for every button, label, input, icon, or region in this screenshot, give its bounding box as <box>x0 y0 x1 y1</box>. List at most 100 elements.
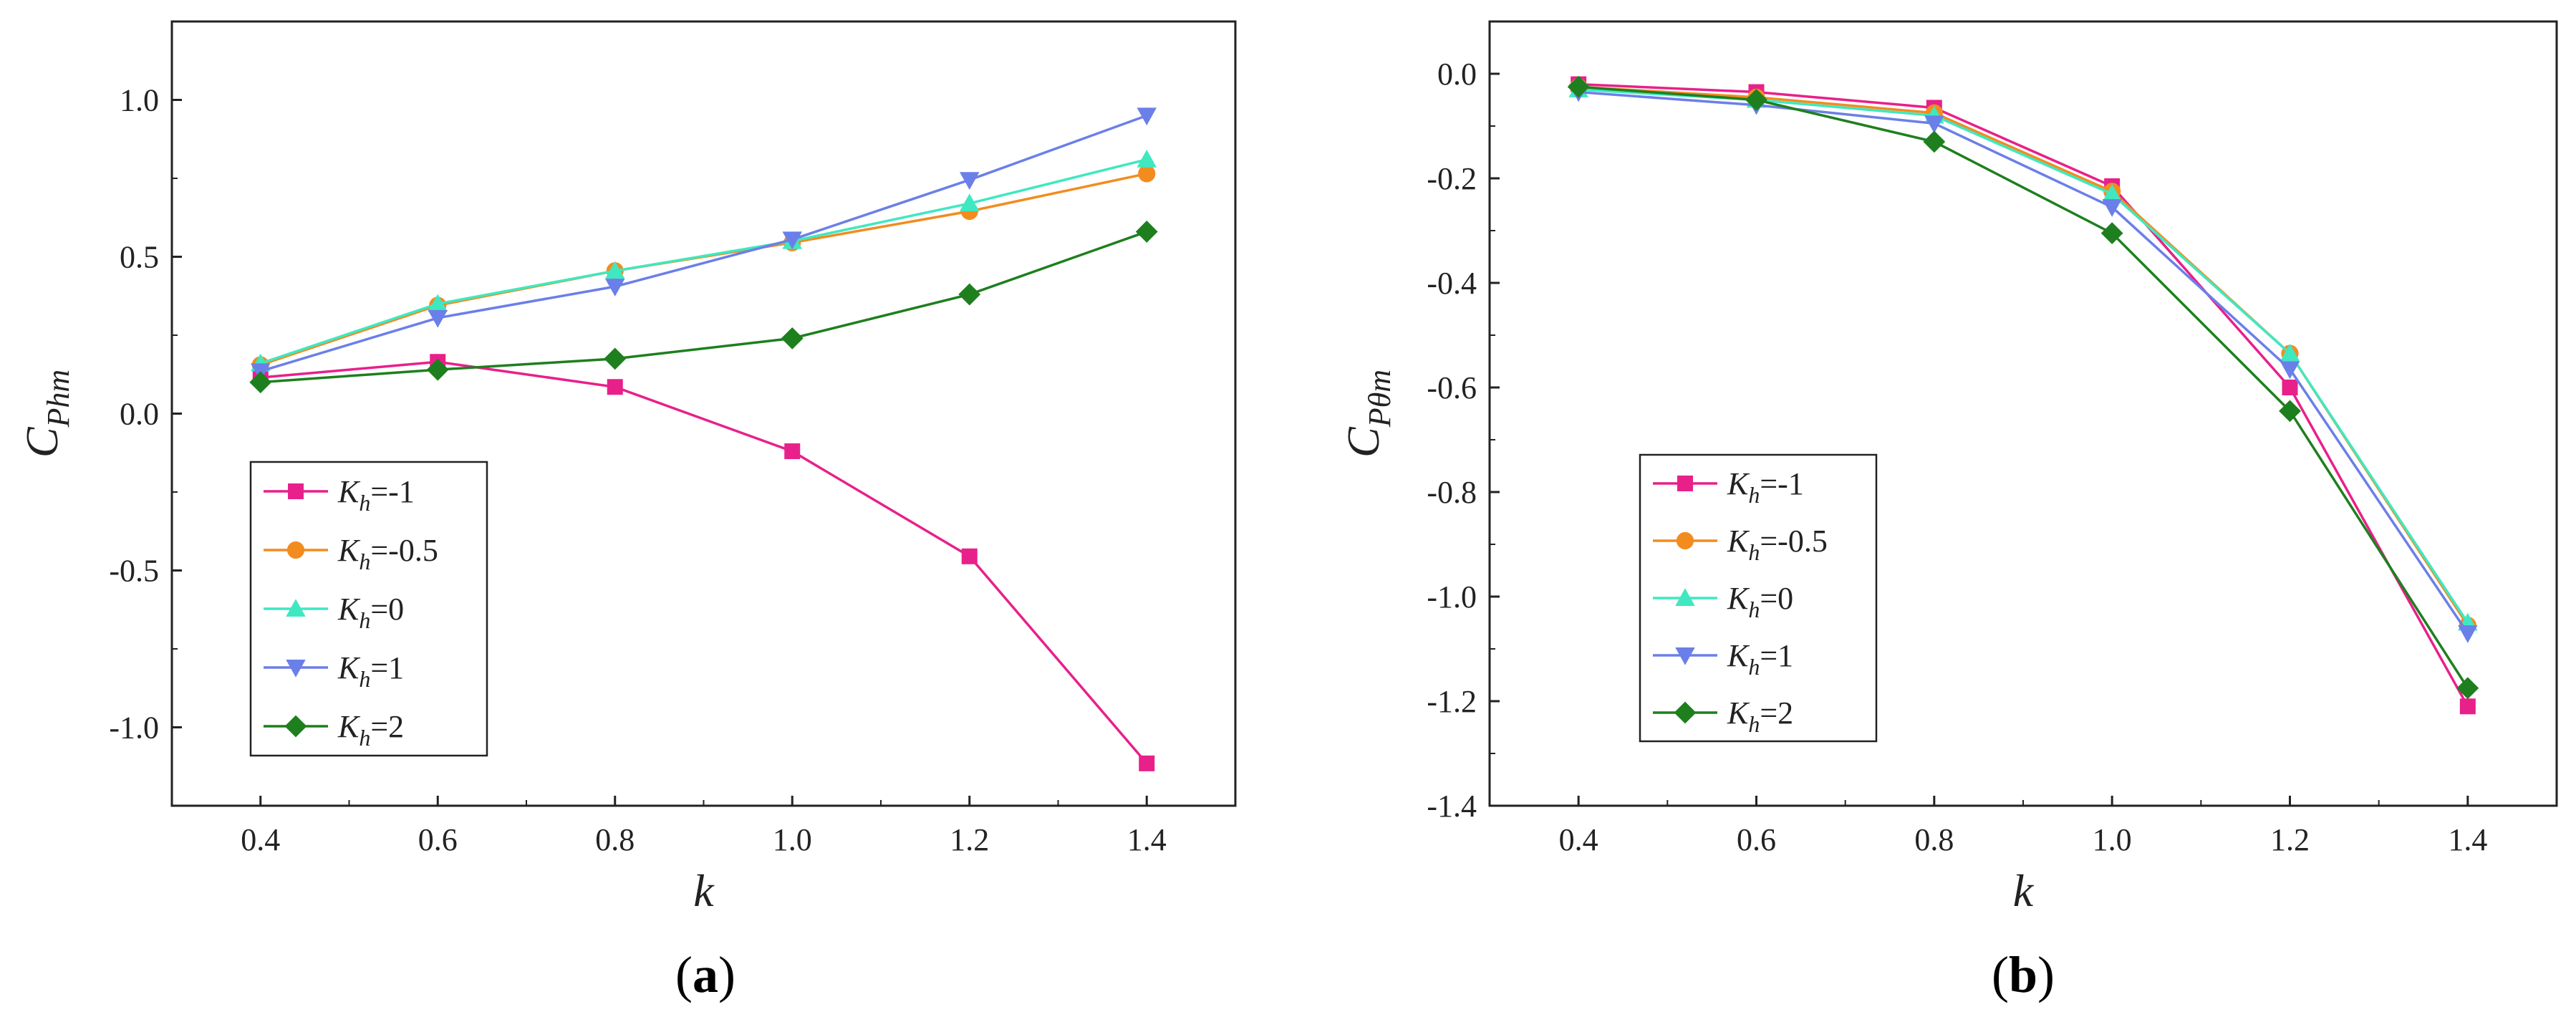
series-line <box>1578 85 2469 689</box>
series-Kh=2 <box>1567 75 2479 700</box>
y-tick-label: 0.0 <box>1437 57 1477 92</box>
legend-label-value: =-0.5 <box>1760 524 1827 559</box>
legend-label-main: K <box>337 709 361 744</box>
data-point <box>2456 677 2479 700</box>
legend-label-value: =-0.5 <box>370 533 438 568</box>
legend-label: Kh=1 <box>1727 638 1793 680</box>
legend-label-value: =1 <box>370 650 404 685</box>
y-axis-label: CPθm <box>1338 370 1397 458</box>
legend-item: Kh=2 <box>264 709 404 751</box>
y-axis-label: CPhm <box>16 370 76 458</box>
data-point <box>1139 755 1155 771</box>
legend-label-subscript: h <box>359 725 370 751</box>
legend-item: Kh=-0.5 <box>264 533 438 574</box>
data-point <box>1137 149 1157 168</box>
data-point <box>2459 698 2476 715</box>
legend-item: Kh=-0.5 <box>1653 524 1828 565</box>
legend-label-subscript: h <box>359 607 370 633</box>
legend-label-main: K <box>1727 524 1750 559</box>
legend-label: Kh=-1 <box>337 474 415 516</box>
legend-item: Kh=1 <box>264 650 404 692</box>
x-axis-label: k <box>693 865 715 916</box>
legend-item: Kh=-1 <box>264 474 415 516</box>
y-tick-label: -0.8 <box>1427 475 1477 510</box>
legend-label: Kh=1 <box>337 650 404 692</box>
legend-label-subscript: h <box>1748 539 1760 565</box>
legend-item: Kh=0 <box>264 592 404 633</box>
x-tick-label: 0.6 <box>1737 822 1776 857</box>
legend: Kh=-1Kh=-0.5Kh=0Kh=1Kh=2 <box>1639 453 1878 743</box>
series-line <box>1578 82 2469 708</box>
series-Kh=0 <box>251 149 1157 372</box>
x-tick-label: 0.4 <box>241 822 280 857</box>
legend-label-subscript: h <box>359 549 370 574</box>
y-tick-label: -1.0 <box>1427 579 1477 615</box>
y-tick-label: 0.0 <box>120 397 159 432</box>
legend-label-main: K <box>337 474 361 509</box>
legend-label-subscript: h <box>1748 711 1760 737</box>
y-axis-label-subscript: Pθm <box>1362 370 1397 428</box>
y-tick-label: -1.2 <box>1427 684 1477 719</box>
panel-b: 0.4 0.6 0.8 1.0 1.2 1.4 -1.4 -1.2 -1.0 -0.8 -0.6 -0… <box>1338 20 2558 1003</box>
legend-label-main: K <box>337 592 361 627</box>
x-axis-label: k <box>2013 865 2035 916</box>
legend-marker <box>286 599 306 617</box>
series-line <box>260 360 1148 765</box>
x-tick-label: 1.0 <box>773 822 812 857</box>
y-tick-label: -0.2 <box>1427 161 1477 196</box>
legend-marker <box>1674 701 1697 724</box>
series-line <box>260 114 1147 373</box>
data-point <box>1567 75 1590 98</box>
legend-label: Kh=-0.5 <box>1727 524 1828 565</box>
data-point <box>2282 380 2298 395</box>
legend-marker <box>286 541 305 559</box>
data-point <box>428 294 448 312</box>
legend-label-value: =-1 <box>1760 466 1803 501</box>
legend-item: Kh=1 <box>1653 638 1793 680</box>
x-tick-label: 0.8 <box>1914 822 1954 857</box>
legend-marker <box>288 483 304 499</box>
caption-close-paren: ) <box>718 946 735 1003</box>
legend-label: Kh=-0.5 <box>337 533 438 574</box>
data-point <box>2102 199 2122 217</box>
data-point <box>784 443 801 460</box>
legend-label-main: K <box>1727 581 1750 616</box>
legend-label: Kh=2 <box>337 709 404 751</box>
x-tick-label: 1.2 <box>950 822 989 857</box>
y-tick-label: 0.5 <box>120 240 159 275</box>
x-tick-label: 0.4 <box>1559 822 1598 857</box>
data-point <box>1745 89 1767 111</box>
data-point <box>426 358 449 381</box>
legend-label-subscript: h <box>1748 597 1760 622</box>
data-point <box>607 379 623 395</box>
data-point <box>1135 221 1158 243</box>
legend-label: Kh=2 <box>1727 695 1793 737</box>
y-axis-label-main: C <box>1338 426 1389 458</box>
legend-marker <box>284 715 307 738</box>
caption-letter: b <box>2009 946 2037 1003</box>
legend-label-main: K <box>1727 466 1750 501</box>
legend-marker <box>1677 476 1693 491</box>
data-point <box>960 172 980 190</box>
data-point <box>249 371 272 394</box>
legend-label-value: =-1 <box>370 474 414 509</box>
data-point <box>2100 222 2123 245</box>
series-Kh=1 <box>251 107 1157 382</box>
legend-label-value: =1 <box>1760 638 1793 673</box>
data-point <box>961 548 978 564</box>
legend-marker <box>1675 588 1695 606</box>
legend-label-value: =0 <box>1760 581 1793 616</box>
data-point <box>2458 625 2478 643</box>
x-tick-label: 1.4 <box>1127 822 1167 857</box>
legend-marker <box>1676 531 1694 550</box>
data-point <box>960 193 980 212</box>
legend-label-main: K <box>337 533 361 568</box>
legend-label-main: K <box>1727 695 1750 731</box>
data-point <box>2102 184 2122 202</box>
legend-item: Kh=-1 <box>1653 466 1804 508</box>
caption-letter: a <box>693 946 718 1003</box>
y-tick-label: 1.0 <box>120 83 159 118</box>
series-line <box>260 230 1147 384</box>
series-line <box>260 158 1147 365</box>
